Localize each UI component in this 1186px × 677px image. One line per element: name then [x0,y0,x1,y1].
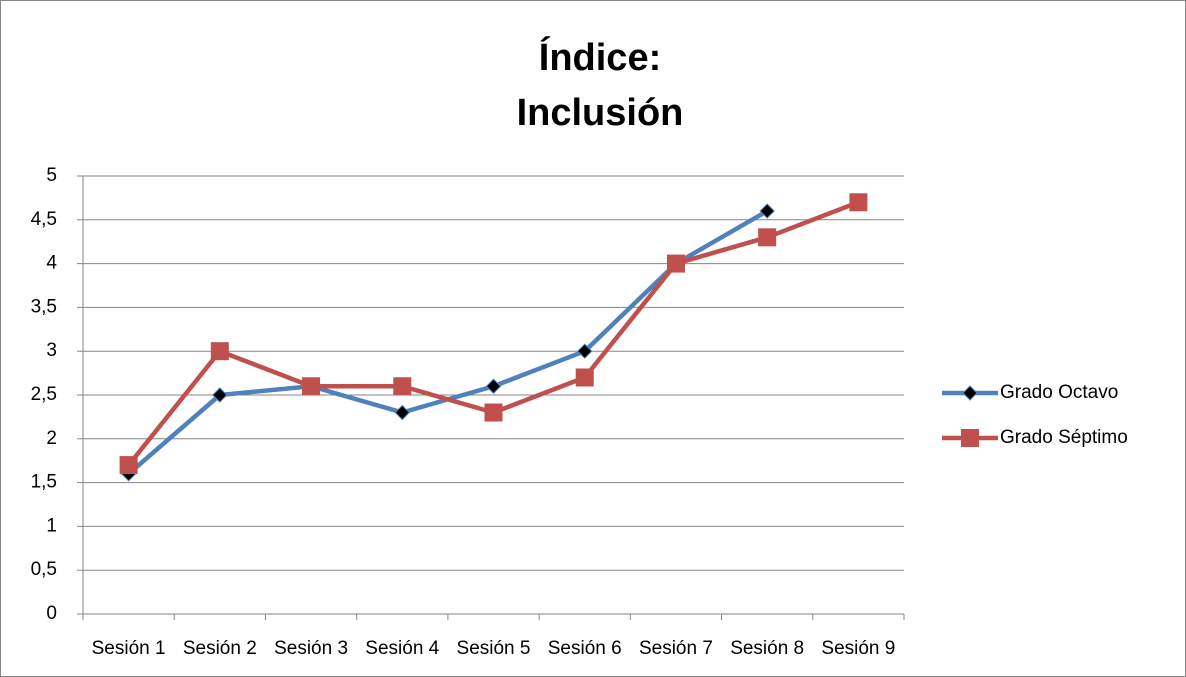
data-point [302,377,321,396]
data-point [758,228,777,247]
x-tick-label: Sesión 8 [730,638,804,659]
data-point [485,378,502,394]
legend-marker [961,429,979,447]
data-point [759,203,775,219]
legend-label: Grado Séptimo [1000,427,1128,448]
x-tick-label: Sesión 2 [183,638,257,659]
data-point [394,404,410,421]
y-tick-label: 1,5 [31,472,57,493]
y-tick-label: 0 [46,603,57,624]
y-tick-label: 3,5 [31,296,57,317]
data-point [393,377,412,396]
y-tick-label: 5 [46,165,57,186]
chart-title: Índice: [539,35,661,79]
x-tick-label: Sesión 9 [821,638,895,659]
chart-title: Inclusión [517,92,684,134]
x-tick-label: Sesión 3 [274,638,348,659]
y-tick-label: 4 [46,253,57,274]
x-tick-label: Sesión 4 [365,638,439,659]
x-tick-label: Sesión 7 [639,638,713,659]
data-point [119,456,138,475]
y-tick-label: 2,5 [31,384,57,405]
legend-label: Grado Octavo [1000,382,1118,403]
y-tick-label: 2 [46,428,57,449]
data-point [849,193,868,212]
legend-marker [962,385,978,401]
y-tick-label: 1 [46,515,57,536]
data-point [575,368,594,387]
data-point [484,403,503,422]
y-tick-label: 4,5 [31,209,57,230]
data-point [210,342,229,361]
y-tick-label: 3 [46,340,57,361]
data-point [212,387,228,403]
data-point [577,343,593,359]
x-tick-label: Sesión 1 [92,638,166,659]
y-tick-label: 0,5 [31,559,57,580]
x-tick-label: Sesión 5 [457,638,531,659]
x-tick-label: Sesión 6 [548,638,622,659]
data-point [666,254,685,273]
